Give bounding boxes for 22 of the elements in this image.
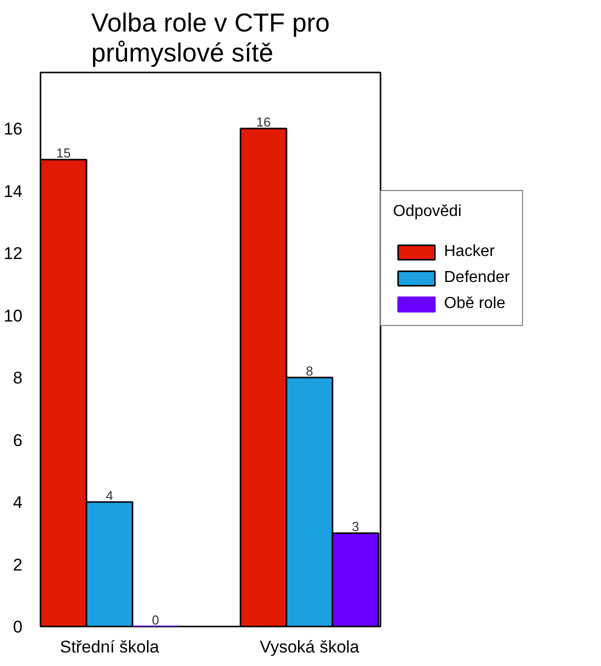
- data-label: 15: [56, 146, 71, 161]
- legend-label: Obě role: [444, 295, 506, 313]
- y-tick-label: 2: [13, 555, 23, 574]
- y-tick-label: 12: [4, 244, 23, 264]
- data-label: 4: [106, 488, 114, 504]
- y-tick-label: 16: [4, 120, 23, 139]
- y-tick-label: 4: [13, 493, 23, 512]
- legend-title: Odpovědi: [393, 203, 462, 221]
- chart-title: Volba role v CTF pro průmyslové sítě: [91, 8, 330, 68]
- data-label: 0: [152, 612, 160, 628]
- data-label: 3: [352, 519, 360, 534]
- y-tick-label: 8: [13, 368, 23, 388]
- y-tick-label: 14: [4, 182, 23, 201]
- y-tick-label: 0: [13, 618, 23, 636]
- x-tick-label: Střední škola: [60, 638, 160, 656]
- x-tick-label: Vysoká škola: [260, 638, 360, 656]
- y-tick-label: 10: [4, 306, 23, 326]
- legend-label: Hacker: [444, 243, 495, 261]
- y-tick-label: 6: [13, 430, 23, 450]
- legend-label: Defender: [444, 269, 510, 287]
- data-label: 16: [256, 114, 271, 130]
- data-label: 8: [306, 364, 314, 379]
